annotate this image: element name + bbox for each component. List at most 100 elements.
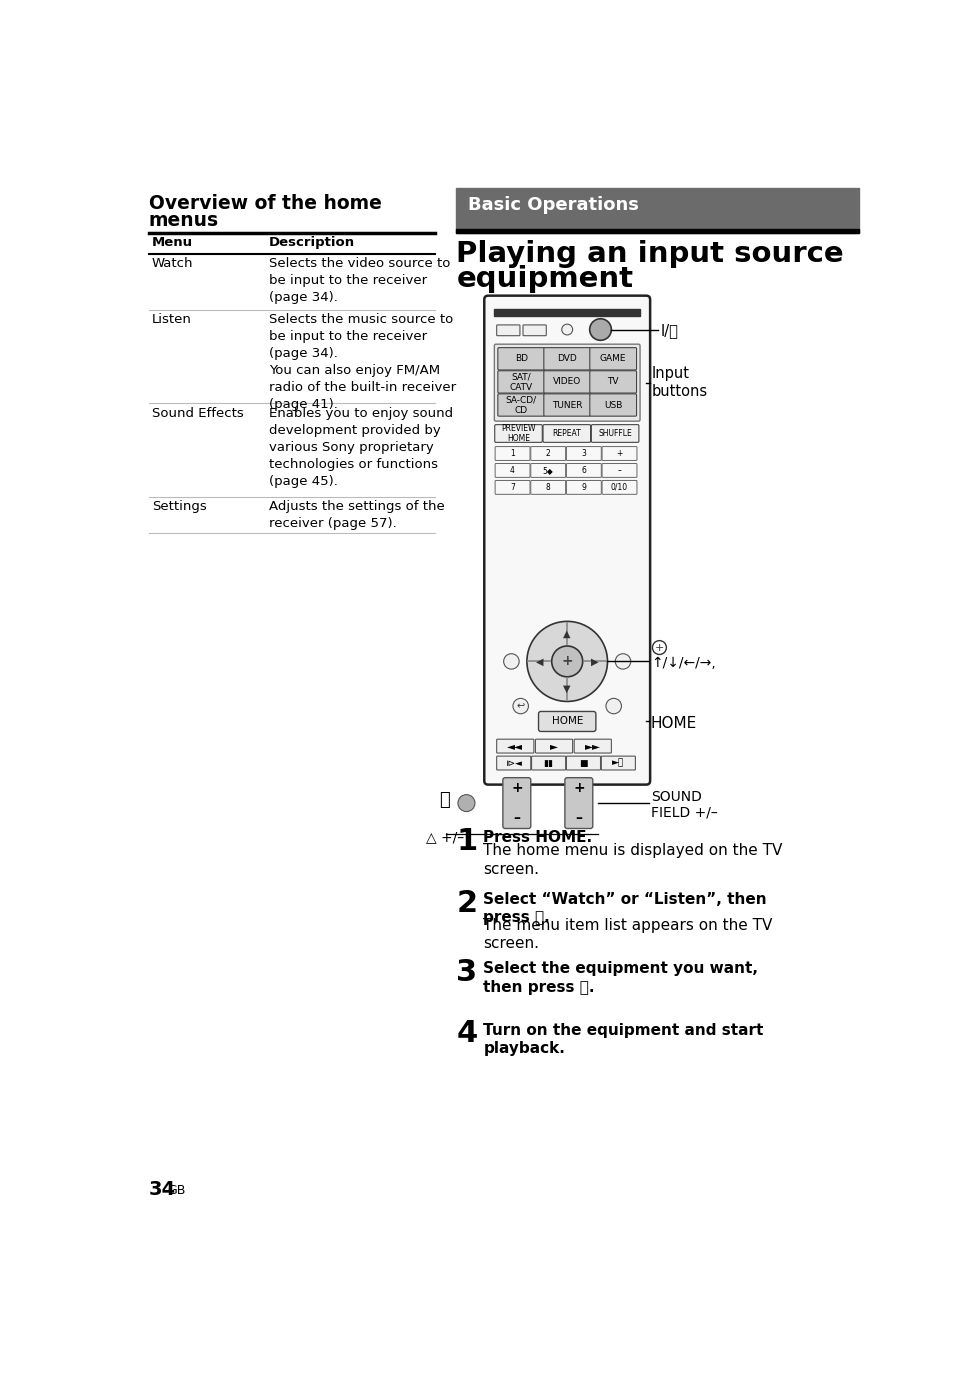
FancyBboxPatch shape: [601, 481, 637, 494]
Text: VIDEO: VIDEO: [553, 378, 580, 386]
FancyBboxPatch shape: [543, 371, 590, 393]
FancyBboxPatch shape: [502, 777, 530, 828]
Text: ↩: ↩: [517, 702, 524, 711]
FancyBboxPatch shape: [494, 345, 639, 422]
FancyBboxPatch shape: [543, 394, 590, 416]
Text: –: –: [513, 811, 519, 825]
Text: Selects the video source to
be input to the receiver
(page 34).: Selects the video source to be input to …: [269, 257, 450, 305]
FancyBboxPatch shape: [497, 757, 530, 770]
Text: 3: 3: [456, 958, 477, 987]
Text: 4: 4: [510, 465, 515, 475]
Text: Select the equipment you want,
then press ⓘ.: Select the equipment you want, then pres…: [483, 961, 758, 994]
FancyBboxPatch shape: [566, 446, 600, 460]
Text: △ +/–: △ +/–: [426, 831, 464, 844]
FancyBboxPatch shape: [589, 347, 636, 369]
Text: 3: 3: [580, 449, 586, 459]
Text: DVD: DVD: [557, 354, 577, 364]
Text: –: –: [617, 465, 620, 475]
Text: Enables you to enjoy sound
development provided by
various Sony proprietary
tech: Enables you to enjoy sound development p…: [269, 406, 453, 487]
FancyBboxPatch shape: [495, 464, 530, 478]
FancyBboxPatch shape: [497, 371, 544, 393]
Circle shape: [551, 647, 582, 677]
Circle shape: [513, 699, 528, 714]
FancyBboxPatch shape: [497, 394, 544, 416]
Text: USB: USB: [603, 401, 621, 409]
Text: ◀: ◀: [535, 656, 542, 666]
Text: SAT/
CATV: SAT/ CATV: [509, 372, 532, 391]
Text: 1: 1: [510, 449, 515, 459]
Text: Description: Description: [269, 236, 355, 249]
Text: Adjusts the settings of the
receiver (page 57).: Adjusts the settings of the receiver (pa…: [269, 501, 444, 530]
Circle shape: [652, 641, 666, 655]
FancyBboxPatch shape: [564, 777, 592, 828]
Text: +: +: [511, 781, 522, 795]
Text: SHUFFLE: SHUFFLE: [598, 428, 631, 438]
FancyBboxPatch shape: [535, 739, 572, 752]
Circle shape: [615, 654, 630, 669]
Text: Input
buttons: Input buttons: [651, 367, 707, 400]
Text: –: –: [575, 811, 581, 825]
Text: TUNER: TUNER: [552, 401, 582, 409]
Text: ◄◄: ◄◄: [507, 741, 523, 751]
Text: ⧐◄: ⧐◄: [505, 758, 521, 768]
Circle shape: [457, 795, 475, 811]
Text: Listen: Listen: [152, 313, 192, 325]
Text: ■: ■: [578, 758, 587, 768]
Text: TV: TV: [607, 378, 618, 386]
Text: 34: 34: [149, 1179, 175, 1199]
Circle shape: [526, 622, 607, 702]
Text: Sound Effects: Sound Effects: [152, 406, 243, 420]
Text: Overview of the home: Overview of the home: [149, 194, 381, 213]
Bar: [494, 309, 639, 316]
Text: 2: 2: [545, 449, 550, 459]
Text: equipment: equipment: [456, 265, 633, 292]
FancyBboxPatch shape: [589, 371, 636, 393]
Text: 🔇: 🔇: [439, 791, 450, 809]
Text: 6: 6: [580, 465, 586, 475]
Text: +: +: [573, 781, 584, 795]
Text: Menu: Menu: [152, 236, 193, 249]
Text: Playing an input source: Playing an input source: [456, 240, 843, 268]
Text: Turn on the equipment and start
playback.: Turn on the equipment and start playback…: [483, 1023, 763, 1056]
Text: GB: GB: [167, 1184, 186, 1196]
FancyBboxPatch shape: [530, 464, 565, 478]
FancyBboxPatch shape: [543, 347, 590, 369]
FancyBboxPatch shape: [495, 446, 530, 460]
Text: Press HOME.: Press HOME.: [483, 831, 592, 844]
Text: Watch: Watch: [152, 257, 193, 270]
Circle shape: [561, 324, 572, 335]
FancyBboxPatch shape: [522, 325, 546, 336]
FancyBboxPatch shape: [589, 394, 636, 416]
Text: REPEAT: REPEAT: [552, 428, 580, 438]
Text: The home menu is displayed on the TV
screen.: The home menu is displayed on the TV scr…: [483, 843, 782, 877]
FancyBboxPatch shape: [566, 481, 600, 494]
Text: menus: menus: [149, 211, 218, 229]
FancyBboxPatch shape: [601, 446, 637, 460]
Text: 8: 8: [545, 483, 550, 492]
Bar: [456, 188, 858, 232]
Circle shape: [605, 699, 620, 714]
Text: HOME: HOME: [551, 717, 582, 726]
FancyBboxPatch shape: [542, 424, 590, 442]
Text: The menu item list appears on the TV
screen.: The menu item list appears on the TV scr…: [483, 917, 772, 951]
Text: +: +: [560, 655, 573, 669]
Circle shape: [503, 654, 518, 669]
FancyBboxPatch shape: [600, 757, 635, 770]
Text: ►: ►: [550, 741, 558, 751]
FancyBboxPatch shape: [484, 295, 649, 784]
Text: I/⏻: I/⏻: [659, 324, 678, 339]
Text: ►⌗: ►⌗: [612, 758, 624, 768]
Circle shape: [589, 319, 611, 341]
Text: ▼: ▼: [563, 684, 570, 695]
FancyBboxPatch shape: [497, 739, 534, 752]
FancyBboxPatch shape: [537, 711, 596, 732]
FancyBboxPatch shape: [530, 446, 565, 460]
FancyBboxPatch shape: [566, 464, 600, 478]
Text: Select “Watch” or “Listen”, then
press ⓘ.: Select “Watch” or “Listen”, then press ⓘ…: [483, 891, 766, 925]
Text: GAME: GAME: [599, 354, 626, 364]
Text: ↑/↓/←/→,: ↑/↓/←/→,: [650, 656, 715, 670]
Text: ▮▮: ▮▮: [543, 758, 553, 768]
Text: ▶: ▶: [591, 656, 598, 666]
Text: PREVIEW
HOME: PREVIEW HOME: [500, 424, 536, 443]
FancyBboxPatch shape: [591, 424, 639, 442]
